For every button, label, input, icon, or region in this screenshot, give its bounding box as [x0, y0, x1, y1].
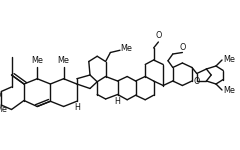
Text: Me: Me	[31, 56, 43, 64]
Text: Me: Me	[58, 56, 70, 64]
Text: Me: Me	[0, 105, 7, 114]
Text: O: O	[194, 76, 200, 85]
Text: Me: Me	[223, 86, 235, 95]
Text: H: H	[115, 97, 120, 106]
Text: O: O	[0, 91, 1, 100]
Text: Me: Me	[223, 55, 235, 64]
Text: H: H	[74, 103, 80, 112]
Text: O: O	[179, 44, 186, 52]
Text: Me: Me	[120, 44, 132, 53]
Text: O: O	[155, 32, 162, 40]
